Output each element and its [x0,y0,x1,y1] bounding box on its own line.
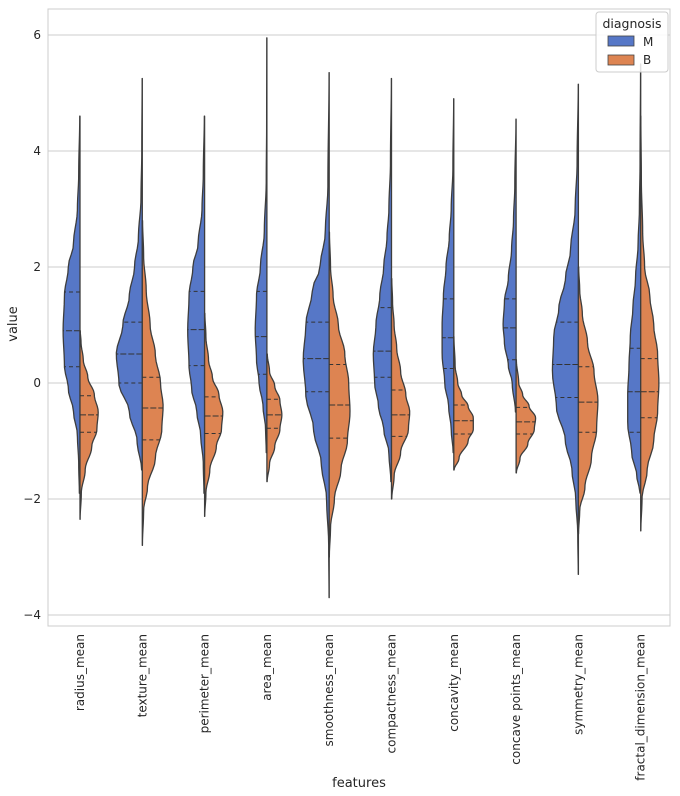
violin-B-concavity_mean [453,335,474,471]
violin-B-fractal_dimension_mean [640,115,660,532]
violin-B-smoothness_mean [328,231,351,558]
violin-M-radius_mean [62,115,81,494]
y-tick-label: −4 [23,608,41,622]
y-axis-label: value [6,306,21,342]
legend: diagnosis M B [595,11,669,73]
violin-M-smoothness_mean [302,72,330,599]
x-tick-label: radius_mean [73,634,87,711]
violin-M-concave points_mean [502,118,517,413]
violin-M-perimeter_mean [187,115,206,494]
violin-M-concavity_mean [441,98,455,454]
violin-B-texture_mean [141,219,164,547]
x-tick-label: smoothness_mean [322,634,336,746]
legend-label-b: B [643,53,651,67]
violin-B-area_mean [266,353,283,483]
x-tick-label: fractal_dimension_mean [634,634,648,781]
violin-B-compactness_mean [390,277,411,500]
violin-M-symmetry_mean [551,83,580,576]
violin-B-symmetry_mean [577,266,599,535]
x-tick-label: symmetry_mean [571,634,585,735]
violin-B-perimeter_mean [203,312,224,518]
y-tick-label: 4 [33,144,41,158]
legend-label-m: M [643,35,653,49]
violin-M-texture_mean [115,77,143,471]
x-axis-label: features [332,776,386,791]
violin-B-radius_mean [79,330,99,520]
violin-M-area_mean [254,37,268,454]
legend-title: diagnosis [602,16,661,31]
legend-swatch-b [607,54,635,66]
y-tick-labels: −4 −2 0 2 4 6 [23,28,41,622]
x-tick-label: compactness_mean [385,634,399,753]
violin-M-compactness_mean [372,77,393,483]
x-tick-labels: radius_mean texture_mean perimeter_mean are… [73,634,648,781]
y-tick-label: 0 [33,376,41,390]
x-tick-label: perimeter_mean [198,634,212,733]
legend-swatch-m [607,35,635,47]
y-tick-label: −2 [23,492,41,506]
violin-B-concave points_mean [515,359,537,474]
x-tick-label: texture_mean [135,634,149,717]
y-tick-label: 6 [33,28,41,42]
y-tick-label: 2 [33,260,41,274]
violins [62,37,660,599]
x-tick-label: concavity_mean [447,634,461,732]
x-tick-label: area_mean [260,634,274,701]
x-tick-label: concave points_mean [509,634,523,765]
